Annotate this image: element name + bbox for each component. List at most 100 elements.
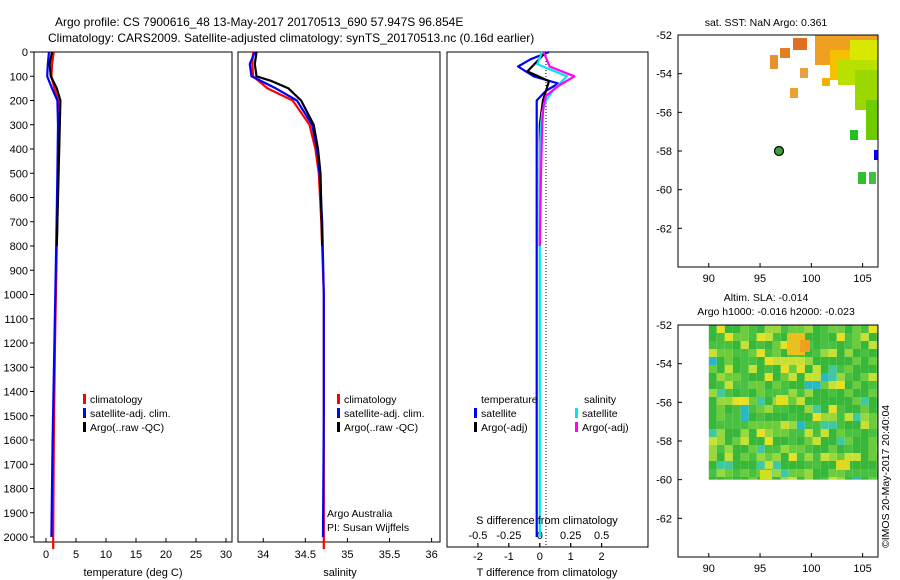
sla-cell [876,429,879,437]
depth-tick-label: 1300 [4,362,28,374]
sla-cell [812,333,821,341]
sla-cell [844,469,853,477]
sla-cell [748,413,757,421]
sla-cell [732,397,741,405]
sla-cell [828,373,837,381]
sla-cell [876,333,879,341]
sla-cell [772,357,781,365]
sla-cell [788,405,797,413]
sla-cell [764,413,773,421]
depth-tick-label: 1000 [4,290,28,302]
depth-tick-label: 1600 [4,435,28,447]
sla-cell [732,413,741,421]
depth-tick-label: 700 [10,217,28,229]
sla-cell [860,349,869,357]
sla-cell [708,461,717,469]
sla-cell [748,333,757,341]
sla-cell [732,381,741,389]
salinity-x-axis: 34 34.5 35 35.5 36 [257,538,438,561]
map-lat-tick-label: -60 [656,185,672,197]
sla-cell [844,477,853,480]
depth-tick-label: 200 [10,96,28,108]
sla-cell [788,477,797,480]
sla-cell [852,357,861,365]
legend-swatch-climatology [83,394,86,404]
sla-cell [844,437,853,445]
sla-cell [740,389,749,397]
depth-tick-label: 400 [10,144,28,156]
sla-cell [732,365,741,373]
sla-cell [852,445,861,453]
sla-cell [764,365,773,373]
sla-cell [748,429,757,437]
sla-cell [772,325,781,333]
sla-cell [764,453,773,461]
sla-cell [868,357,877,365]
sla-cell [756,325,765,333]
sla-cell [876,389,879,397]
sla-cell [788,461,797,469]
sla-cell [772,429,781,437]
sla-cell [836,349,845,357]
sla-cell [788,365,797,373]
sla-cell [868,397,877,405]
sla-cell [820,381,829,389]
series-line-t-satellite [516,50,560,537]
sla-cell [708,445,717,453]
t-difference-tick-label: 0 [537,551,543,563]
sla-cell [804,397,813,405]
sla-cell [860,373,869,381]
sla-cell [732,453,741,461]
legend-label-t-satellite: satellite [481,408,517,420]
sla-cell [732,421,741,429]
sla-cell [852,477,861,480]
sla-cell [836,477,845,480]
sla-cell [724,413,733,421]
sla-cell [716,333,725,341]
sla-cell [804,365,813,373]
sla-cell [716,453,725,461]
sla-cell [772,445,781,453]
sla-cell [868,461,877,469]
sla-cell [748,349,757,357]
sla-cell [836,405,845,413]
sla-cell [780,349,789,357]
sla-cell [764,389,773,397]
sst-map-title: sat. SST: NaN Argo: 0.361 [705,17,828,29]
salinity-tick-label: 36 [425,549,437,561]
sla-cell [804,413,813,421]
sla-cell [708,389,717,397]
sla-cell [828,469,837,477]
legend-swatch-satellite [337,408,340,418]
sla-cell [812,397,821,405]
sla-cell [724,453,733,461]
sla-cell [800,340,810,352]
sla-cell [804,405,813,413]
sla-cell [844,397,853,405]
sst-cell [822,78,830,86]
t-difference-x-axis: -2 -1 0 1 2 [473,543,605,563]
sla-cell [780,421,789,429]
sla-cell [828,341,837,349]
sla-cell [776,395,788,405]
sla-cell [860,461,869,469]
sla-cell [796,469,805,477]
sla-cell [804,461,813,469]
sla-cell [876,477,879,480]
sst-cell [793,38,807,50]
sla-cell [852,461,861,469]
sla-cell [732,357,741,365]
sla-cell [796,389,805,397]
sst-map-panel: sat. SST: NaN Argo: 0.361 -52 -54 -56 -58 -6… [656,17,879,285]
sla-cell [764,357,773,365]
s-difference-xlabel: S difference from climatology [476,515,618,527]
sla-cell [740,469,749,477]
sla-cell [756,437,765,445]
legend-label-s-argo: Argo(-adj) [582,422,629,434]
sla-cell [716,429,725,437]
sla-cell [772,381,781,389]
sla-cell [764,349,773,357]
sla-cell [852,405,861,413]
sla-cell [756,381,765,389]
sla-cell [724,325,733,333]
